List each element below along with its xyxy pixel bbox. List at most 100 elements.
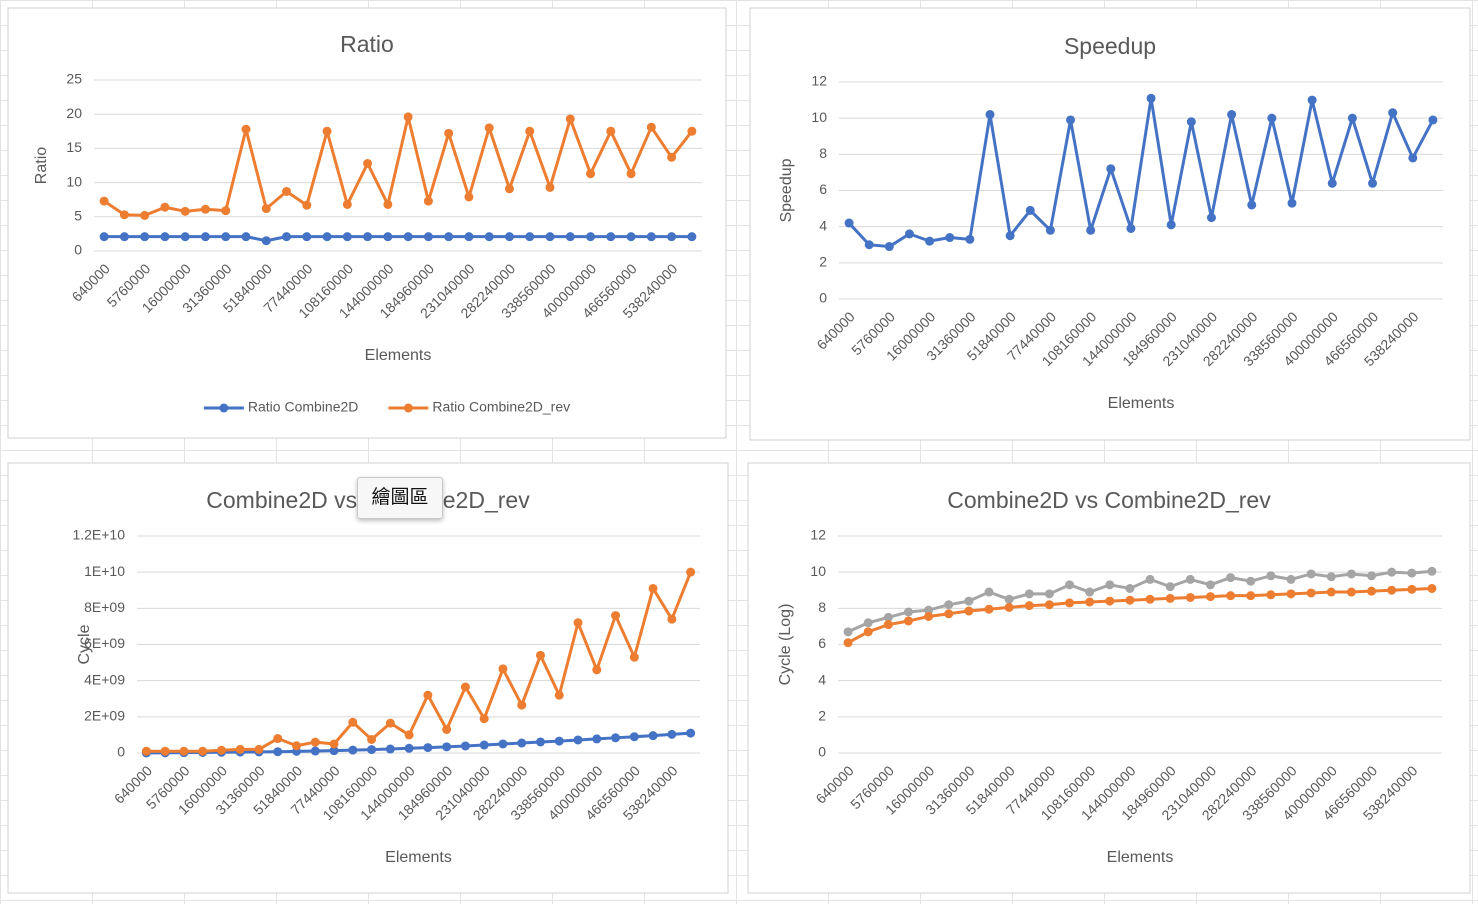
data-point: [140, 232, 150, 242]
y-tick-label: 8E+09: [84, 599, 125, 615]
data-point: [464, 232, 474, 242]
data-point: [517, 700, 527, 710]
data-point: [460, 741, 470, 751]
data-point: [626, 169, 636, 179]
data-point: [1145, 574, 1155, 584]
data-point: [383, 199, 393, 209]
data-point: [363, 158, 373, 168]
data-point: [565, 114, 575, 124]
data-point: [119, 232, 129, 242]
data-point: [261, 204, 271, 214]
data-point: [119, 210, 129, 220]
data-point: [241, 232, 251, 242]
y-axis-label: Cycle (Log): [777, 604, 794, 686]
data-point: [1286, 574, 1296, 584]
data-point: [404, 730, 414, 740]
data-point: [363, 232, 373, 242]
data-point: [1346, 569, 1356, 579]
data-point: [1307, 95, 1317, 105]
data-point: [385, 744, 395, 754]
data-point: [1347, 113, 1357, 123]
y-tick-label: 10: [810, 563, 826, 579]
data-point: [1427, 583, 1437, 593]
data-point: [1205, 580, 1215, 590]
y-tick-label: 12: [810, 527, 826, 543]
data-point: [302, 200, 312, 210]
data-point: [965, 234, 975, 244]
data-point: [667, 729, 677, 739]
data-point: [626, 232, 636, 242]
data-point: [573, 618, 583, 628]
data-point: [984, 587, 994, 597]
data-point: [404, 743, 414, 753]
data-point: [1368, 178, 1378, 188]
data-point: [179, 746, 189, 756]
data-point: [1286, 589, 1296, 599]
data-point: [403, 112, 413, 122]
data-point: [140, 210, 150, 220]
data-point: [310, 737, 320, 747]
data-point: [1025, 205, 1035, 215]
data-point: [1367, 571, 1377, 581]
data-point: [423, 196, 433, 206]
data-point: [573, 735, 583, 745]
y-tick-label: 8: [818, 599, 826, 615]
data-point: [1205, 592, 1215, 602]
data-point: [423, 232, 433, 242]
data-point: [667, 614, 677, 624]
data-point: [442, 724, 452, 734]
data-point: [423, 690, 433, 700]
data-point: [1246, 591, 1256, 601]
y-tick-label: 10: [66, 173, 82, 189]
data-point: [1044, 600, 1054, 610]
data-point: [460, 682, 470, 692]
data-point: [592, 665, 602, 675]
data-point: [863, 627, 873, 637]
y-tick-label: 8: [819, 145, 827, 161]
data-point: [1166, 220, 1176, 230]
data-point: [1226, 591, 1236, 601]
data-point: [160, 232, 170, 242]
data-point: [1186, 117, 1196, 127]
legend-marker: [219, 403, 229, 413]
y-axis-label: Cycle: [76, 624, 93, 664]
data-point: [1066, 115, 1076, 125]
data-point: [686, 567, 696, 577]
chart-panel: [7, 7, 727, 439]
data-point: [160, 202, 170, 212]
y-axis-label: Speedup: [778, 158, 795, 222]
data-point: [1387, 567, 1397, 577]
data-point: [1126, 223, 1136, 233]
chart-panel: [749, 7, 1471, 441]
data-point: [160, 746, 170, 756]
data-point: [1387, 585, 1397, 595]
y-axis-label: Ratio: [33, 147, 50, 184]
data-point: [1346, 587, 1356, 597]
data-point: [667, 152, 677, 162]
data-point: [1266, 571, 1276, 581]
data-point: [924, 611, 934, 621]
data-point: [221, 232, 231, 242]
data-point: [1185, 574, 1195, 584]
data-point: [1407, 584, 1417, 594]
chart-title: Combine2D vs Combine2D_rev: [947, 487, 1271, 513]
data-point: [525, 126, 535, 136]
data-point: [843, 627, 853, 637]
x-axis-label: Elements: [1107, 849, 1174, 866]
data-point: [925, 236, 935, 246]
data-point: [1247, 200, 1257, 210]
data-point: [535, 737, 545, 747]
y-tick-label: 2: [819, 254, 827, 270]
x-axis-label: Elements: [1108, 395, 1175, 412]
data-point: [141, 746, 151, 756]
data-point: [883, 612, 893, 622]
data-point: [545, 182, 555, 192]
data-point: [535, 650, 545, 660]
data-point: [667, 232, 677, 242]
data-point: [273, 734, 283, 744]
data-point: [1065, 580, 1075, 590]
data-point: [498, 664, 508, 674]
data-point: [1045, 225, 1055, 235]
data-point: [1085, 587, 1095, 597]
data-point: [99, 232, 109, 242]
